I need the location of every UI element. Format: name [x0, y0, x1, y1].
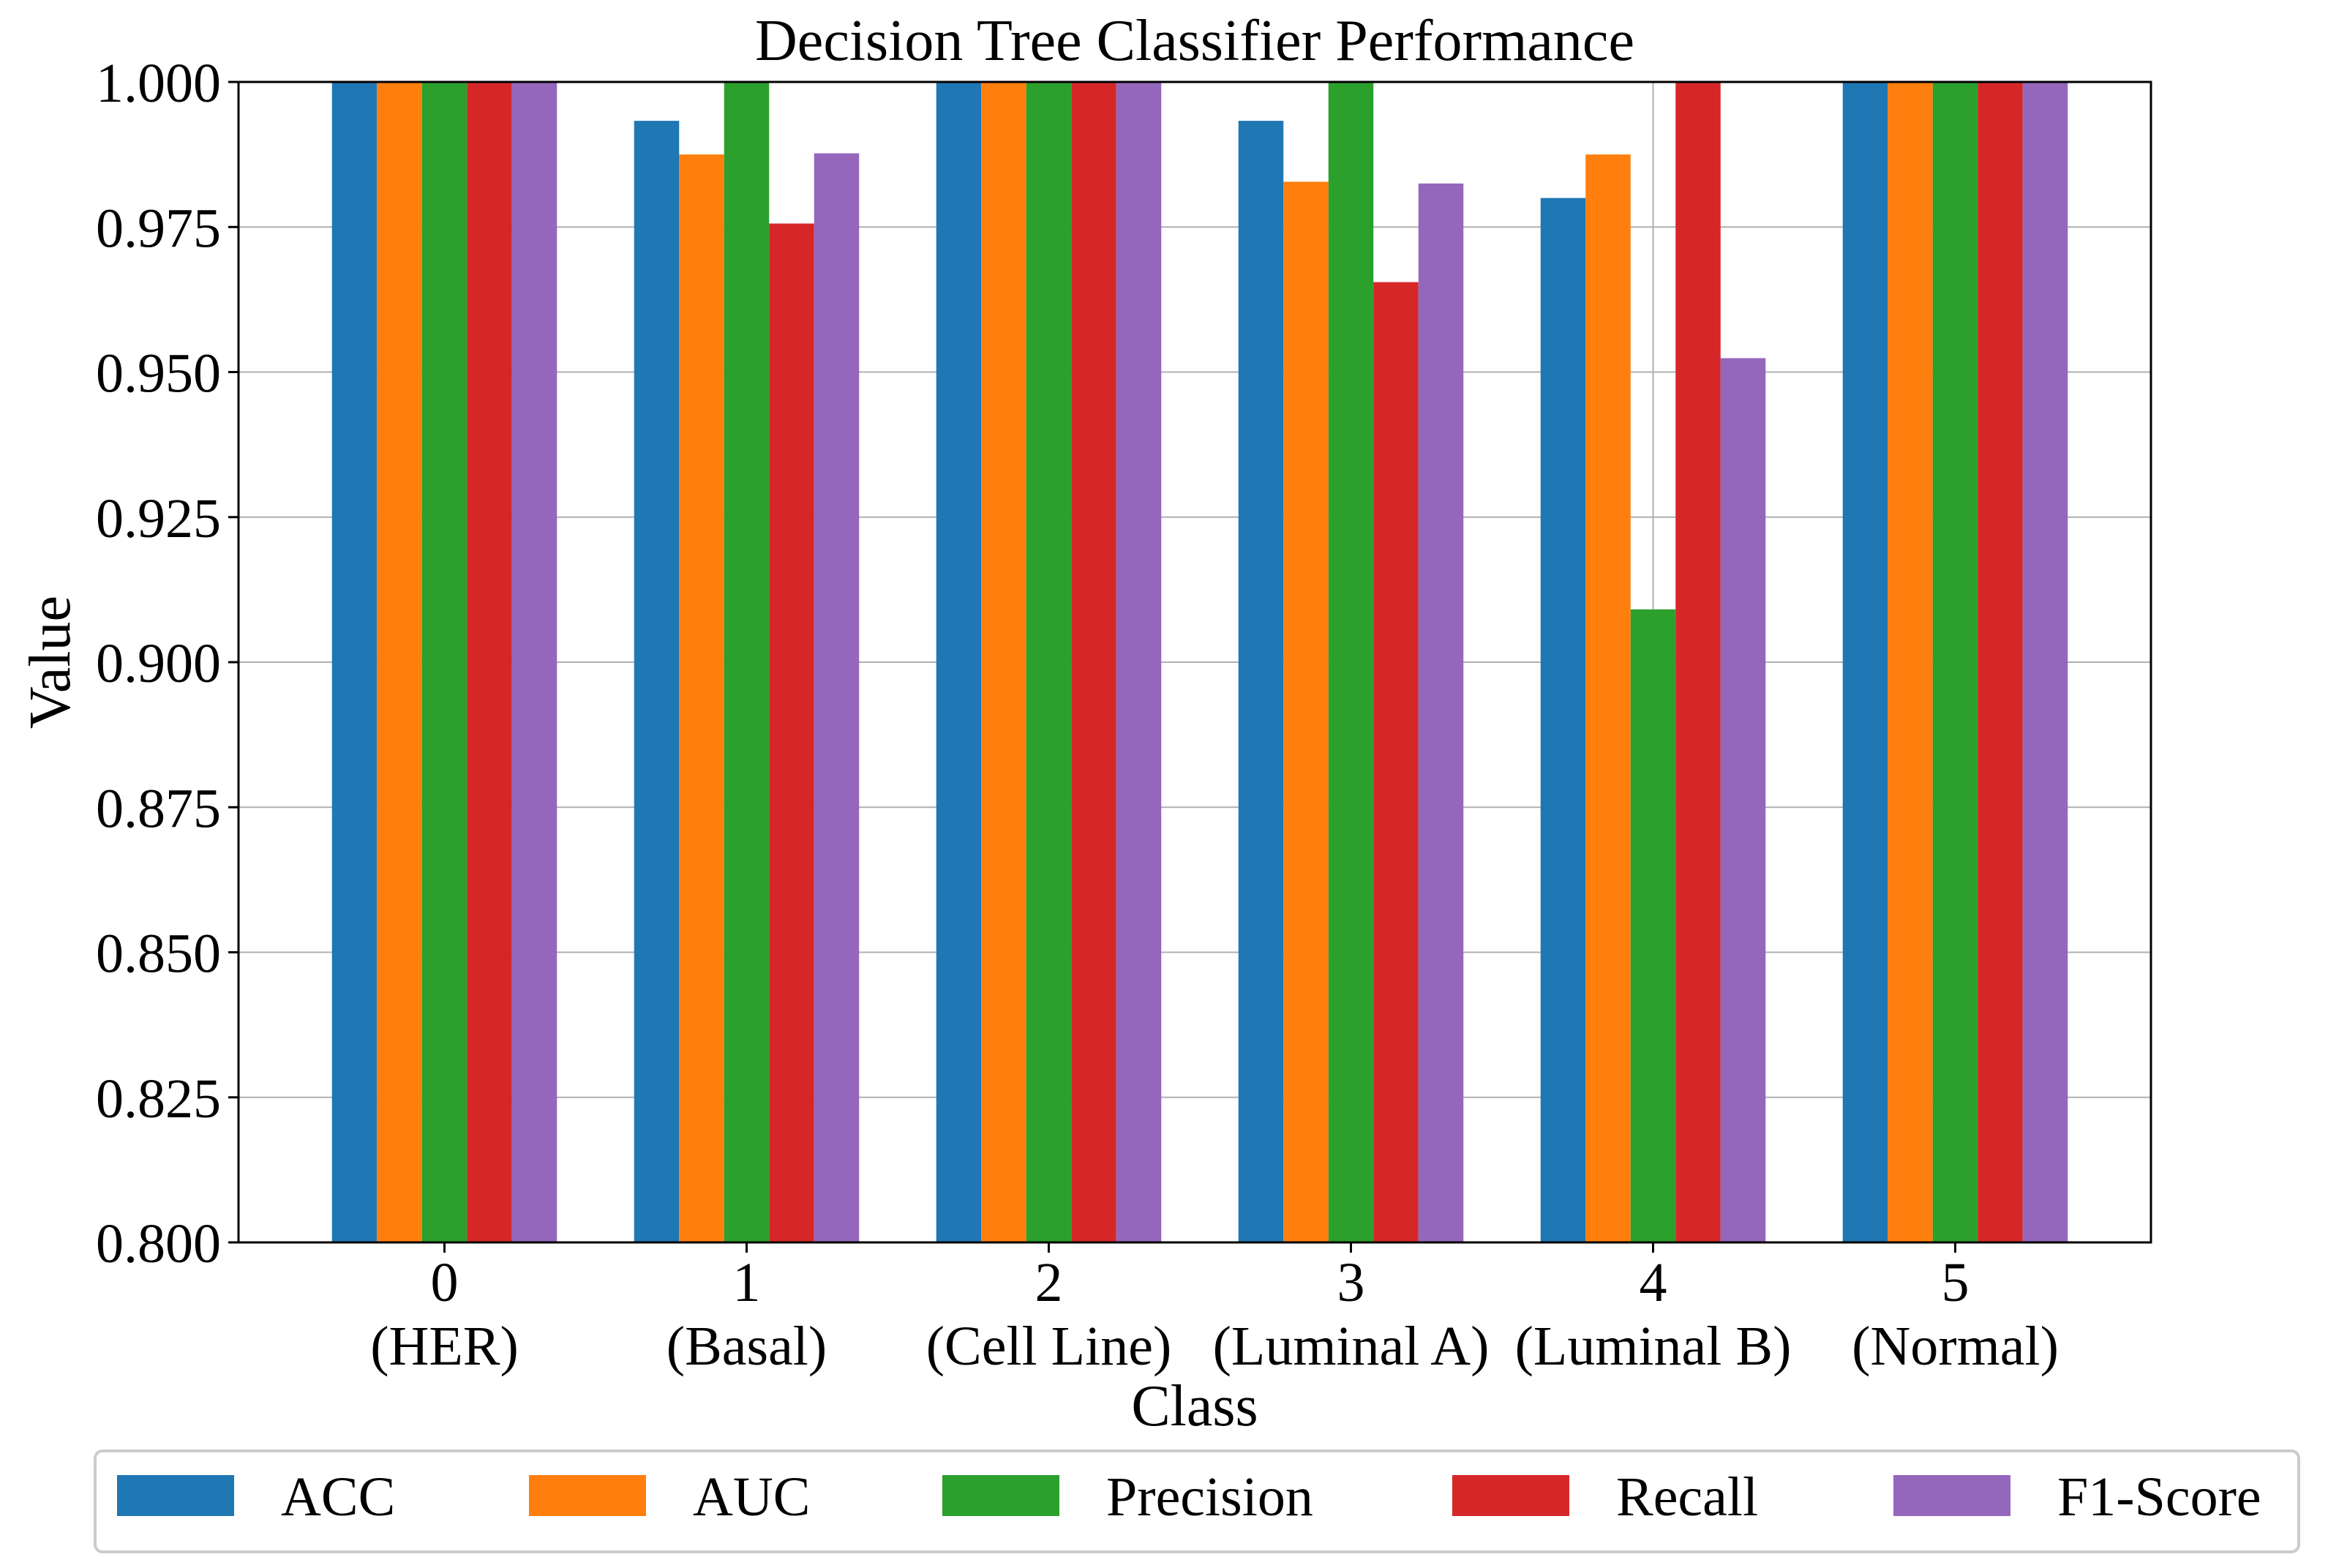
bar-f1-score-class-0 — [511, 82, 557, 1242]
bar-precision-class-0 — [421, 82, 468, 1242]
x-axis: 0(HER)1(Basal)2(Cell Line)3(Luminal A)4(… — [370, 1242, 2059, 1377]
bar-auc-class-0 — [377, 82, 422, 1242]
bar-precision-class-4 — [1630, 609, 1676, 1242]
y-tick-label: 1.000 — [96, 53, 221, 114]
bar-auc-class-2 — [981, 82, 1026, 1242]
bar-recall-class-3 — [1373, 282, 1419, 1243]
y-tick-label: 0.900 — [96, 633, 221, 694]
legend-swatch-f1-score — [1893, 1475, 2010, 1516]
x-axis-label: Class — [1131, 1374, 1258, 1438]
legend-items: ACC AUC Precision Recall F1-Score — [117, 1466, 2261, 1528]
x-tick-label-id: 1 — [733, 1252, 761, 1313]
bar-recall-class-1 — [769, 223, 814, 1243]
x-tick-label-name: (Luminal B) — [1515, 1316, 1792, 1377]
x-tick-label-name: (Luminal A) — [1213, 1316, 1490, 1377]
x-tick-label-id: 5 — [1942, 1252, 1970, 1313]
legend-label-precision: Precision — [1106, 1466, 1313, 1528]
legend: ACC AUC Precision Recall F1-Score — [94, 1449, 2300, 1553]
y-tick-label: 0.875 — [96, 778, 221, 839]
x-tick-label-name: (Normal) — [1852, 1316, 2059, 1377]
bar-recall-class-4 — [1675, 82, 1721, 1242]
bar-recall-class-0 — [467, 82, 512, 1242]
bar-f1-score-class-5 — [2022, 82, 2068, 1242]
legend-swatch-precision — [942, 1475, 1059, 1516]
bar-acc-class-0 — [331, 82, 378, 1242]
bar-acc-class-5 — [1842, 82, 1888, 1242]
bar-recall-class-5 — [1978, 82, 2023, 1242]
y-tick-label: 0.825 — [96, 1068, 221, 1130]
bar-precision-class-1 — [724, 82, 770, 1242]
x-tick-label-id: 3 — [1337, 1252, 1365, 1313]
bar-precision-class-2 — [1026, 82, 1072, 1242]
bar-acc-class-3 — [1238, 121, 1284, 1243]
y-tick-label: 0.925 — [96, 488, 221, 549]
bar-recall-class-2 — [1071, 82, 1116, 1242]
chart-title: Decision Tree Classifier Performance — [755, 9, 1634, 73]
y-tick-label: 0.800 — [96, 1213, 221, 1275]
y-tick-label: 0.850 — [96, 923, 221, 985]
bar-acc-class-1 — [634, 121, 680, 1243]
bar-f1-score-class-2 — [1116, 82, 1162, 1242]
y-axis-label: Value — [18, 596, 83, 729]
y-axis: 0.800 0.825 0.850 0.875 0.900 0.925 0.950 0.975… — [96, 53, 239, 1275]
y-tick-label: 0.975 — [96, 198, 221, 259]
bars — [331, 82, 2068, 1243]
x-tick-label-name: (HER) — [370, 1316, 519, 1377]
bar-auc-class-1 — [679, 154, 724, 1242]
y-tick-label: 0.950 — [96, 343, 221, 405]
legend-label-recall: Recall — [1616, 1466, 1758, 1528]
x-tick-label-name: (Cell Line) — [926, 1316, 1172, 1377]
bar-auc-class-4 — [1585, 154, 1631, 1242]
x-tick-label-id: 0 — [431, 1252, 459, 1313]
bar-f1-score-class-3 — [1418, 183, 1464, 1242]
bar-precision-class-3 — [1328, 82, 1374, 1242]
bar-acc-class-4 — [1540, 198, 1586, 1243]
legend-label-auc: AUC — [693, 1466, 810, 1528]
legend-label-acc: ACC — [281, 1466, 395, 1528]
x-tick-label-name: (Basal) — [667, 1316, 827, 1377]
legend-swatch-recall — [1452, 1475, 1569, 1516]
bar-auc-class-3 — [1283, 181, 1329, 1242]
bar-f1-score-class-1 — [814, 153, 860, 1242]
legend-swatch-auc — [529, 1475, 646, 1516]
x-tick-label-id: 2 — [1035, 1252, 1063, 1313]
legend-label-f1-score: F1-Score — [2057, 1466, 2261, 1528]
legend-swatch-acc — [117, 1475, 234, 1516]
bar-precision-class-5 — [1932, 82, 1978, 1242]
x-tick-label-id: 4 — [1640, 1252, 1667, 1313]
bar-auc-class-5 — [1888, 82, 1933, 1242]
bar-acc-class-2 — [936, 82, 982, 1242]
bar-f1-score-class-4 — [1720, 358, 1766, 1242]
